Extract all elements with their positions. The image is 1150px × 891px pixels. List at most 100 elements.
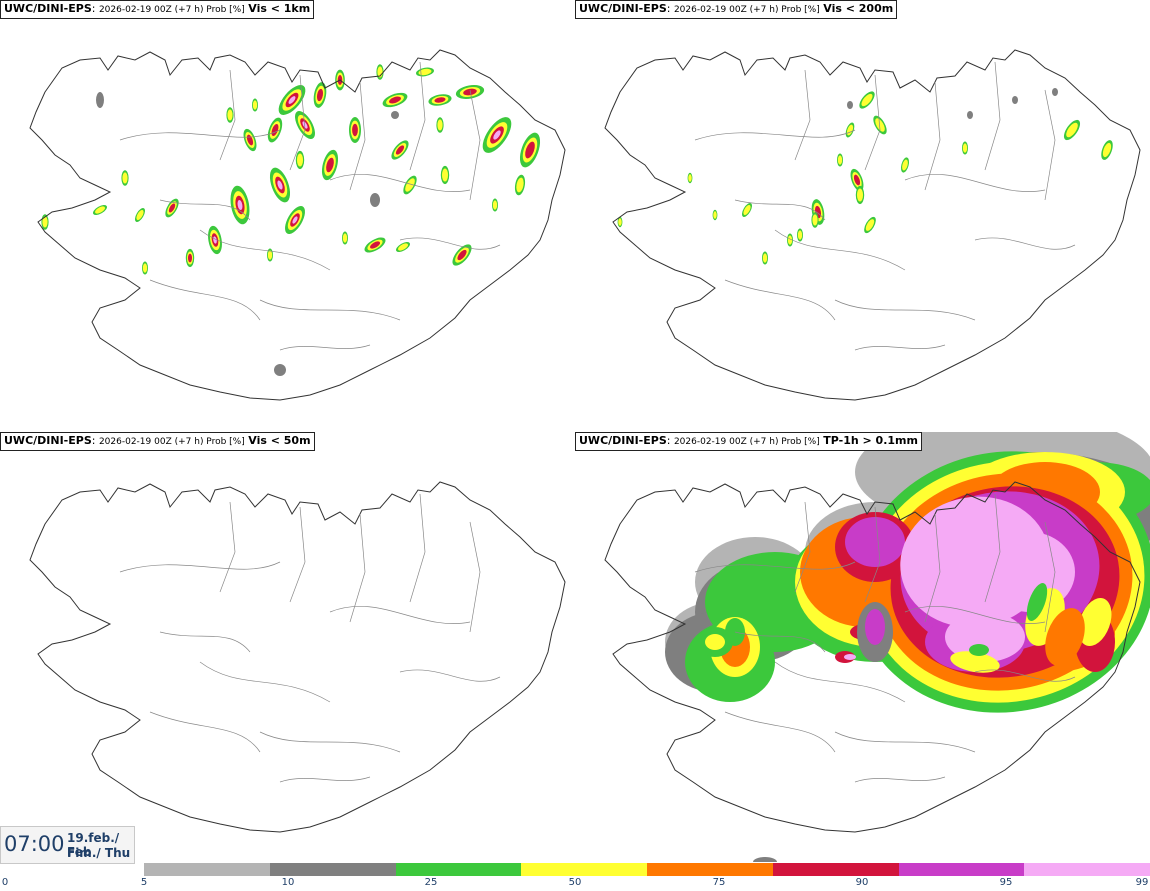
- coastline: [604, 481, 1141, 833]
- probability-blob: [812, 214, 818, 226]
- probability-blob: [875, 118, 885, 132]
- probability-blob: [1078, 597, 1112, 647]
- probability-blob: [395, 145, 405, 155]
- colorbar-segment: [395, 863, 522, 876]
- boundary-line: [219, 501, 236, 593]
- boundary-line: [349, 81, 366, 191]
- probability-blob: [302, 121, 308, 129]
- boundary-line: [329, 174, 471, 192]
- boundary-line: [694, 129, 856, 141]
- probability-blob: [389, 96, 401, 104]
- probability-blob: [847, 101, 853, 109]
- probability-blob: [463, 88, 477, 96]
- probability-blob: [274, 364, 286, 376]
- probability-blob: [865, 219, 875, 231]
- valid-time: 07:00: [4, 832, 65, 856]
- boundary-line: [904, 606, 1046, 624]
- colorbar-segment: [521, 863, 647, 876]
- colorbar-tick: 0: [1, 877, 9, 888]
- probability-blob: [1066, 122, 1078, 138]
- boundary-line: [794, 501, 811, 593]
- probability-blob: [844, 654, 856, 660]
- probability-blob: [525, 141, 535, 159]
- boundary-line: [774, 229, 906, 271]
- boundary-line: [724, 711, 836, 753]
- boundary-line: [149, 711, 261, 753]
- colorbar-tick: 95: [999, 877, 1013, 888]
- probability-blob: [391, 111, 399, 119]
- probability-blob: [1052, 88, 1058, 96]
- boundary-line: [409, 493, 426, 603]
- probability-blob: [227, 109, 233, 121]
- boundary-line: [974, 237, 1076, 250]
- coastline: [29, 49, 566, 401]
- probability-blob: [493, 130, 501, 140]
- probability-blob: [713, 211, 717, 219]
- boundary-line: [159, 631, 251, 653]
- boundary-line: [289, 506, 306, 603]
- probability-blob: [962, 143, 968, 153]
- panel-title: UWC/DINI-EPS: 2026-02-19 00Z (+7 h) Prob…: [575, 432, 922, 451]
- boundary-line: [734, 199, 826, 221]
- probability-blob: [516, 177, 524, 193]
- boundary-line: [279, 344, 371, 351]
- probability-colorbar: [144, 863, 1150, 876]
- boundary-line: [984, 493, 1001, 603]
- boundary-line: [119, 561, 281, 573]
- boundary-line: [724, 279, 836, 321]
- probability-blob: [787, 235, 793, 245]
- probability-blob: [950, 651, 1000, 673]
- colorbar-segment: [772, 863, 899, 876]
- coastline: [29, 481, 566, 833]
- panel-vis-50m: UWC/DINI-EPS: 2026-02-19 00Z (+7 h) Prob…: [0, 432, 575, 862]
- probability-blob: [405, 178, 415, 192]
- map-vis-50m: [29, 481, 566, 833]
- boundary-line: [794, 69, 811, 161]
- probability-blob: [837, 155, 843, 165]
- panel-title: UWC/DINI-EPS: 2026-02-19 00Z (+7 h) Prob…: [0, 0, 315, 19]
- probability-blob: [370, 193, 380, 207]
- probability-blob: [705, 634, 725, 650]
- probability-blob: [352, 123, 358, 137]
- boundary-line: [279, 776, 371, 783]
- boundary-line: [924, 81, 941, 191]
- colorbar-segment: [269, 863, 396, 876]
- boundary-line: [834, 299, 976, 321]
- probability-blob: [967, 111, 973, 119]
- probability-blob: [369, 241, 381, 249]
- probability-blob: [418, 68, 432, 76]
- probability-blob: [945, 612, 1025, 662]
- land-area: [30, 482, 565, 832]
- panel-title: UWC/DINI-EPS: 2026-02-19 00Z (+7 h) Prob…: [0, 432, 315, 451]
- boundary-line: [399, 669, 501, 682]
- boundary-line: [734, 631, 826, 653]
- boundary-line: [469, 521, 481, 633]
- boundary-line: [904, 174, 1046, 192]
- colorbar-segment: [144, 863, 270, 876]
- boundary-line: [834, 731, 976, 753]
- probability-blob: [237, 199, 243, 211]
- probability-blob: [492, 200, 498, 210]
- boundary-line: [329, 606, 471, 624]
- panel-title: UWC/DINI-EPS: 2026-02-19 00Z (+7 h) Prob…: [575, 0, 898, 19]
- boundary-line: [694, 561, 856, 573]
- probability-blob: [342, 233, 348, 243]
- boundary-line: [119, 129, 281, 141]
- probability-blob: [1045, 608, 1085, 666]
- boundary-line: [199, 229, 331, 271]
- colorbar-segment: [1024, 863, 1150, 876]
- boundary-line: [159, 199, 251, 221]
- probability-blob: [618, 218, 622, 226]
- probability-blob: [437, 119, 443, 131]
- probability-blob: [187, 253, 193, 263]
- probability-blob: [397, 243, 409, 251]
- colorbar-tick: 90: [855, 877, 869, 888]
- probability-blob: [845, 517, 905, 567]
- boundary-line: [259, 731, 401, 753]
- probability-blob: [326, 157, 334, 173]
- probability-blob: [688, 174, 692, 182]
- colorbar-tick: 99: [1135, 877, 1149, 888]
- boundary-line: [409, 61, 426, 171]
- boundary-line: [399, 237, 501, 250]
- probability-blob: [252, 100, 258, 110]
